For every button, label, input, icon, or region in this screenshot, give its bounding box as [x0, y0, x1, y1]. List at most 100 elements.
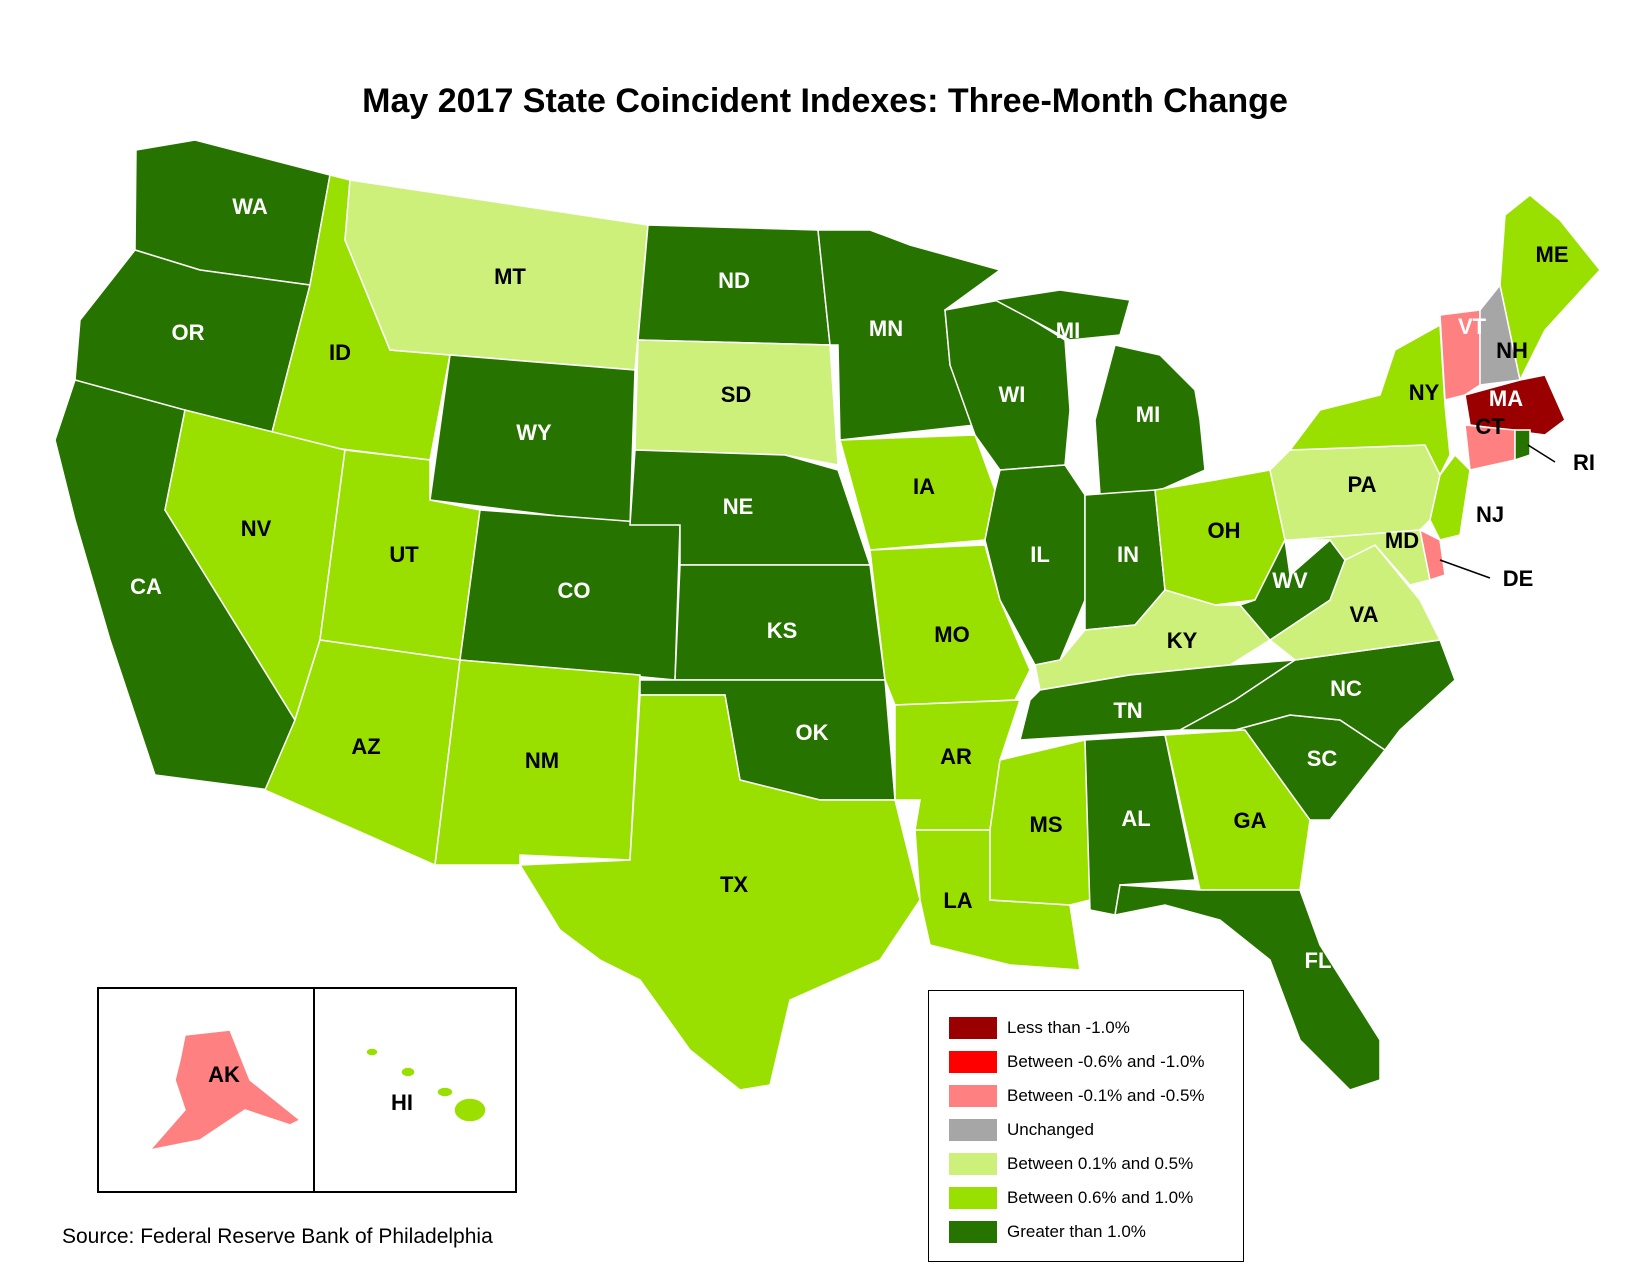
legend-item: Between -0.1% and -0.5%: [949, 1084, 1205, 1108]
label-VA: VA: [1350, 602, 1379, 627]
legend-swatch: [949, 1187, 997, 1209]
label-IN: IN: [1117, 542, 1139, 567]
inset-box: [97, 987, 517, 1193]
legend-label: Between -0.6% and -1.0%: [1007, 1052, 1205, 1071]
label-OH: OH: [1208, 518, 1241, 543]
legend-swatch: [949, 1017, 997, 1039]
label-NY: NY: [1409, 380, 1440, 405]
label-CT: CT: [1475, 414, 1505, 439]
state-VT[interactable]: [1439, 309, 1481, 401]
state-SD[interactable]: [634, 339, 839, 466]
label-PA: PA: [1348, 472, 1377, 497]
label-AK: AK: [208, 1062, 240, 1087]
label-IL: IL: [1030, 542, 1050, 567]
label-UT: UT: [389, 542, 419, 567]
legend-item: Unchanged: [949, 1118, 1094, 1142]
label-MO: MO: [934, 622, 969, 647]
label-SD: SD: [721, 382, 752, 407]
label-KS: KS: [767, 618, 798, 643]
label-KY: KY: [1167, 628, 1198, 653]
label-NV: NV: [241, 516, 272, 541]
label-IA: IA: [913, 474, 935, 499]
state-FL[interactable]: [1114, 884, 1381, 1091]
state-labels: WA OR CA ID NV MT WY UT AZ CO NM ND SD N…: [130, 194, 1595, 1115]
legend-label: Less than -1.0%: [1007, 1018, 1130, 1037]
label-CO: CO: [558, 578, 591, 603]
legend: Less than -1.0% Between -0.6% and -1.0% …: [928, 990, 1244, 1262]
label-LA: LA: [943, 888, 972, 913]
legend-label: Unchanged: [1007, 1120, 1094, 1139]
legend-item: Between -0.6% and -1.0%: [949, 1050, 1205, 1074]
label-AL: AL: [1121, 806, 1150, 831]
legend-item: Between 0.6% and 1.0%: [949, 1186, 1193, 1210]
label-RI: RI: [1573, 450, 1595, 475]
legend-swatch: [949, 1119, 997, 1141]
source-note: Source: Federal Reserve Bank of Philadel…: [62, 1225, 493, 1248]
legend-swatch: [949, 1051, 997, 1073]
label-SC: SC: [1307, 746, 1338, 771]
state-RI[interactable]: [1514, 429, 1531, 462]
state-AK[interactable]: [147, 1029, 302, 1152]
label-AR: AR: [940, 744, 972, 769]
label-FL: FL: [1305, 948, 1332, 973]
legend-label: Between 0.6% and 1.0%: [1007, 1188, 1194, 1207]
state-AZ[interactable]: [264, 639, 461, 867]
label-NE: NE: [723, 494, 754, 519]
state-NM[interactable]: [434, 659, 641, 866]
legend-swatch: [949, 1153, 997, 1175]
state-MI[interactable]: [1094, 344, 1206, 496]
state-MO[interactable]: [869, 544, 1031, 706]
label-MN: MN: [869, 316, 903, 341]
legend-item: Greater than 1.0%: [949, 1220, 1146, 1244]
state-NC[interactable]: [1179, 639, 1456, 752]
state-HI-maui[interactable]: [436, 1086, 454, 1098]
state-NJ[interactable]: [1429, 453, 1471, 541]
label-MA: MA: [1489, 386, 1523, 411]
label-WY: WY: [516, 420, 552, 445]
map-title: May 2017 State Coincident Indexes: Three…: [362, 82, 1288, 120]
state-ME[interactable]: [1499, 194, 1601, 383]
label-MS: MS: [1030, 812, 1063, 837]
label-HI: HI: [391, 1090, 413, 1115]
label-MI: MI: [1136, 402, 1160, 427]
label-NJ: NJ: [1476, 502, 1504, 527]
legend-swatch: [949, 1221, 997, 1243]
legend-label: Greater than 1.0%: [1007, 1222, 1146, 1241]
leader-DE: [1439, 559, 1491, 579]
state-HI-kauai[interactable]: [365, 1047, 379, 1057]
label-ME: ME: [1536, 242, 1569, 267]
state-DE[interactable]: [1418, 528, 1446, 581]
legend-item: Between 0.1% and 0.5%: [949, 1152, 1193, 1176]
label-DE: DE: [1503, 566, 1534, 591]
legend-item: Less than -1.0%: [949, 1016, 1130, 1040]
label-WI: WI: [999, 382, 1026, 407]
label-TN: TN: [1113, 698, 1142, 723]
label-MT: MT: [494, 264, 526, 289]
state-HI[interactable]: [453, 1097, 487, 1123]
label-GA: GA: [1234, 808, 1267, 833]
label-NC: NC: [1330, 676, 1362, 701]
label-NH: NH: [1496, 338, 1528, 363]
legend-label: Between -0.1% and -0.5%: [1007, 1086, 1205, 1105]
state-MI-up[interactable]: [992, 289, 1131, 341]
state-TX[interactable]: [518, 694, 921, 1091]
leader-RI: [1527, 444, 1556, 463]
label-NM: NM: [525, 748, 559, 773]
state-HI-group[interactable]: [365, 1047, 487, 1123]
label-WV: WV: [1272, 568, 1308, 593]
state-HI-oahu[interactable]: [400, 1066, 416, 1078]
label-VT: VT: [1458, 314, 1487, 339]
label-OK: OK: [796, 720, 829, 745]
label-MD: MD: [1385, 528, 1419, 553]
label-TX: TX: [720, 872, 748, 897]
label-CA: CA: [130, 574, 162, 599]
label-WA: WA: [232, 194, 268, 219]
label-ND: ND: [718, 268, 750, 293]
label-ID: ID: [329, 340, 351, 365]
legend-label: Between 0.1% and 0.5%: [1007, 1154, 1194, 1173]
label-AZ: AZ: [351, 734, 380, 759]
label-MI-up: MI: [1056, 318, 1080, 343]
legend-swatch: [949, 1085, 997, 1107]
label-OR: OR: [172, 320, 205, 345]
